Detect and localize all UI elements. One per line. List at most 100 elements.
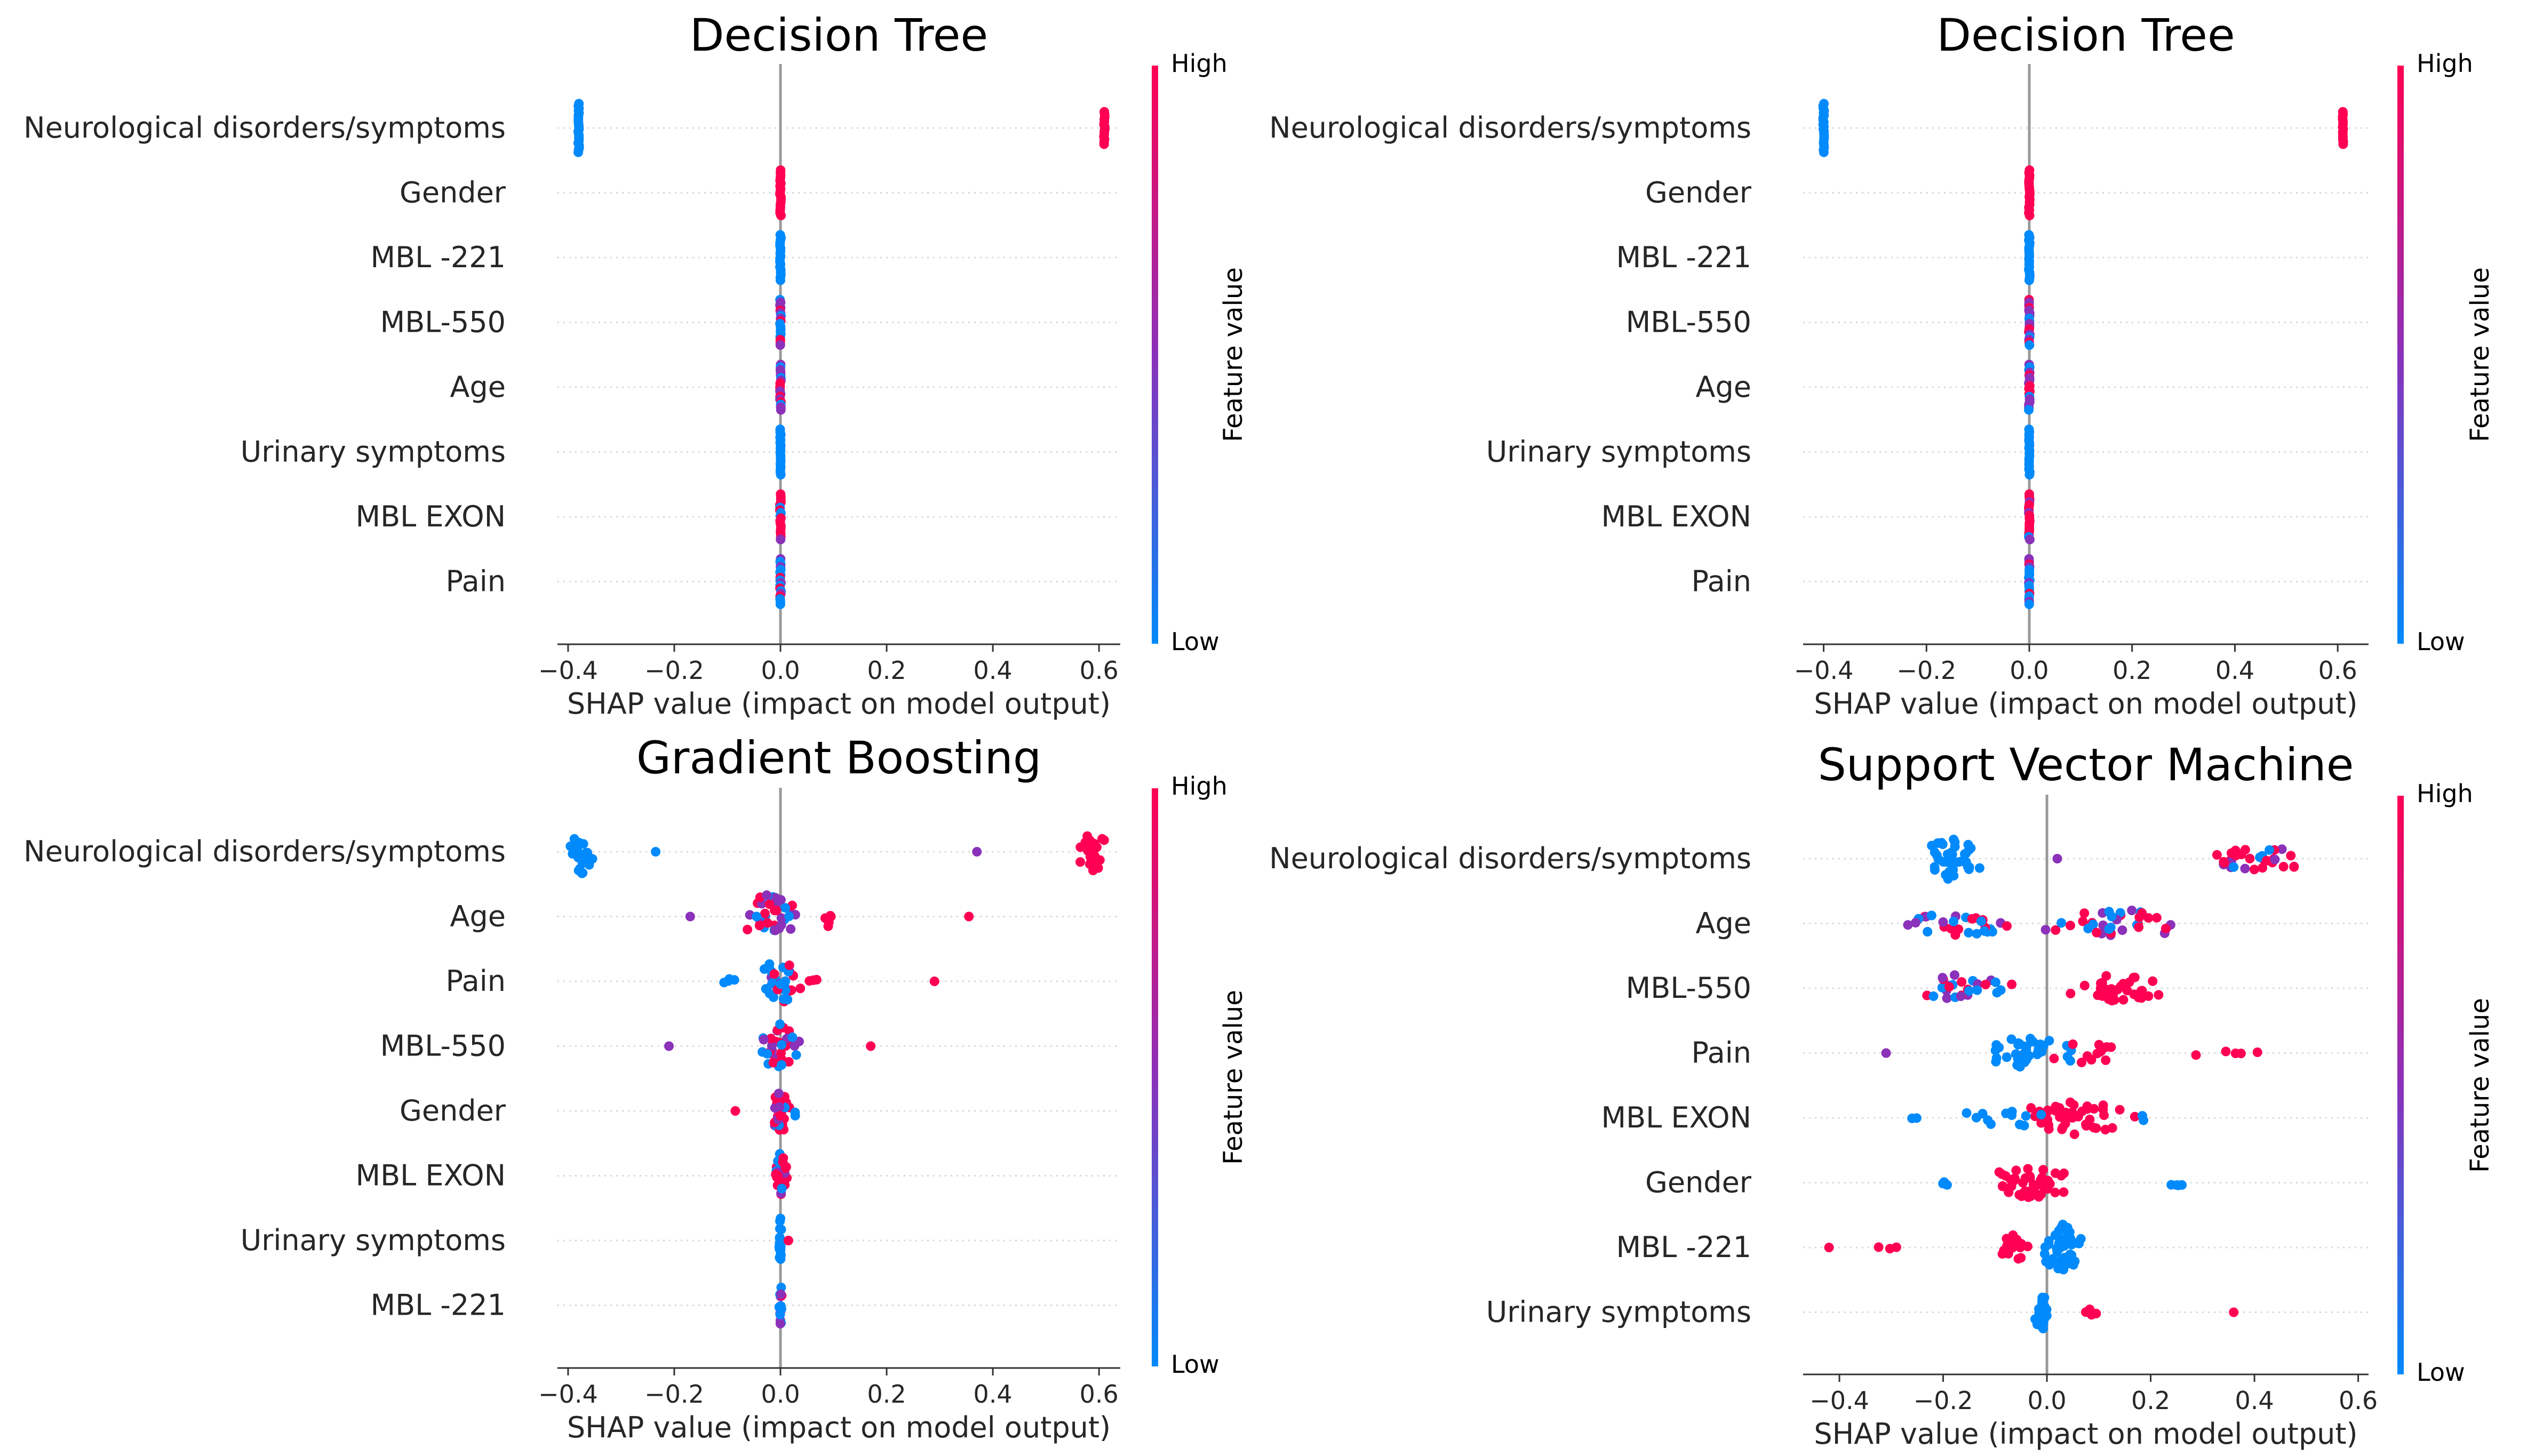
shap-point [1085,845,1095,855]
shap-point [1950,842,1960,852]
x-tick-label: 0.0 [761,656,800,685]
feature-label: Pain [446,565,506,598]
shap-point [825,911,835,921]
shap-point [651,847,661,857]
shap-point [573,147,583,157]
shap-point [2040,925,2051,935]
shap-point [2062,1052,2072,1062]
x-tick-label: 0.4 [2235,1386,2274,1415]
shap-point [2024,405,2034,415]
feature-label: MBL EXON [1601,1101,1751,1134]
x-tick-label: −0.2 [1896,656,1956,685]
shap-point [1961,849,1971,859]
shap-point [2278,862,2289,871]
shap-point [1996,985,2006,995]
colorbar-high-label: High [1171,49,1227,78]
shap-point [2056,918,2067,928]
shap-point [2044,1124,2054,1134]
x-tick-label: 0.6 [2318,656,2357,685]
shap-point [2036,1189,2046,1199]
shap-point [776,979,786,989]
shap-point [759,1035,769,1045]
shap-point [743,924,753,934]
feature-label: Neurological disorders/symptoms [23,111,506,145]
x-tick-label: 0.0 [2027,1386,2066,1415]
shap-point [2240,845,2250,855]
shap-point [1987,927,1997,937]
shap-point [2166,1180,2177,1190]
shap-point [2077,1106,2087,1116]
colorbar-label: Feature value [2465,267,2495,442]
shap-point [2117,925,2127,935]
colorbar-low-label: Low [2417,627,2465,656]
shap-point [769,992,778,1002]
shap-point [723,976,734,986]
shap-point [2047,1254,2058,1264]
shap-point [776,534,786,545]
shap-point [2161,923,2171,933]
shap-point [1911,1113,1922,1123]
shap-point [1986,1119,1996,1129]
shap-point [2024,470,2035,479]
shap-point [777,1060,787,1070]
shap-point [2051,925,2061,935]
colorbar [2397,66,2404,644]
shap-point [1938,917,1948,927]
feature-label: Age [1696,907,1751,940]
shap-point [2289,861,2299,871]
feature-label: MBL -221 [1616,1230,1751,1264]
shap-point [1956,991,1966,1001]
shap-point [770,925,780,935]
shap-point [2229,1307,2239,1317]
shap-point [778,1157,788,1167]
shap-point [2104,924,2114,934]
shap-point [2092,927,2102,938]
shap-panel-2: Decision Tree Neurological disorders/symp… [1269,9,2495,721]
shap-point [1099,139,1109,149]
x-tick-label: 0.4 [974,1380,1013,1409]
feature-label: Neurological disorders/symptoms [23,835,506,868]
shap-point [2059,1187,2069,1197]
shap-point [972,847,982,857]
shap-point [1971,1113,1981,1123]
shap-point [2050,1187,2060,1197]
shap-point [2024,211,2035,220]
shap-point [1964,986,1974,996]
shap-point [767,1041,777,1051]
shap-point [1874,1242,1884,1252]
shap-point [2137,908,2147,918]
shap-point [1075,857,1085,867]
shap-point [1075,842,1086,852]
shap-point [762,890,772,900]
shap-point [2122,986,2132,996]
colorbar [1152,788,1158,1366]
shap-point [2038,1165,2048,1175]
x-tick-label: 0.2 [2113,656,2151,685]
x-tick-label: −0.4 [1809,1386,1869,1415]
shap-point [2032,1319,2042,1330]
colorbar-label: Feature value [1218,990,1248,1165]
shap-point [2002,1234,2012,1244]
shap-point [2068,1039,2078,1049]
shap-point [1981,980,1990,989]
shap-point [776,1241,786,1251]
shap-point [1938,1179,1948,1189]
shap-point [1947,850,1957,860]
shap-point [776,1225,786,1235]
shap-point [1095,855,1105,865]
shap-point [2039,1249,2050,1259]
x-axis-label: SHAP value (impact on model output) [1814,687,2357,721]
shap-point [2134,922,2144,932]
shap-point [2051,1101,2061,1111]
feature-label: MBL-550 [1626,971,1751,1005]
x-tick-label: −0.4 [1794,656,1854,685]
x-tick-label: −0.4 [538,1380,598,1409]
feature-label: MBL EXON [356,500,506,533]
shap-point [2024,340,2035,350]
shap-panel-4: Support Vector Machine Neurological disor… [1269,739,2495,1451]
shap-point [1099,835,1109,845]
shap-point [1923,927,1933,937]
shap-point [1957,977,1967,987]
shap-point [771,906,782,916]
shap-point [2177,1180,2187,1190]
